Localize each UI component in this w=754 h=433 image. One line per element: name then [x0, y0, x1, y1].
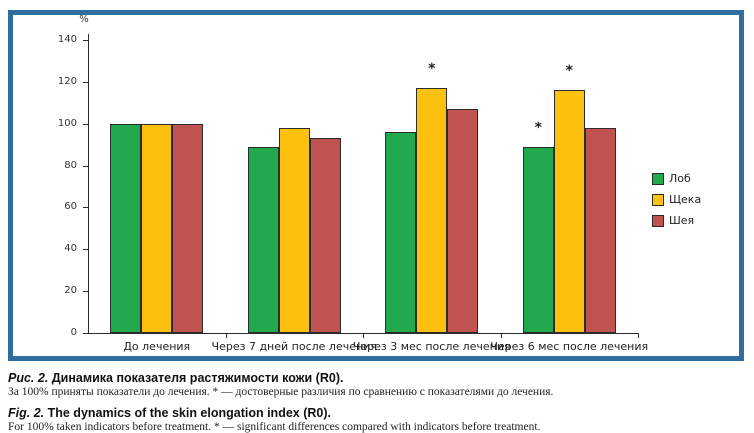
- legend-item-2: Шея: [652, 214, 701, 227]
- bar-s2-c2: [447, 109, 479, 333]
- bar-s1-c3: [553, 90, 585, 333]
- y-axis-unit-label: %: [79, 14, 89, 25]
- y-axis-tick: [83, 207, 88, 209]
- caption-ru-note: За 100% приняты показатели до лечения. *…: [8, 386, 554, 398]
- bar-s1-c2: [416, 88, 448, 333]
- y-axis-tick: [83, 123, 88, 125]
- legend-swatch-icon: [652, 193, 664, 206]
- caption-ru-title: Динамика показателя растяжимости кожи (R…: [51, 371, 344, 385]
- legend-swatch-icon: [652, 214, 664, 227]
- x-axis-tick: [638, 333, 639, 338]
- x-axis-label: Через 3 мес после лечения: [352, 340, 511, 353]
- y-axis-tick-label: 0: [70, 327, 77, 338]
- x-axis-tick: [363, 333, 364, 338]
- y-axis-tick: [83, 81, 88, 83]
- y-axis-tick-label: 120: [57, 75, 77, 87]
- chart-legend: Лоб Щека Шея: [652, 172, 701, 235]
- bar-s2-c0: [172, 123, 204, 333]
- y-axis-tick-label: 100: [57, 117, 77, 129]
- x-axis-label: Через 7 дней после лечения: [211, 340, 377, 353]
- caption-block: Рис. 2. Динамика показателя растяжимости…: [8, 371, 748, 433]
- caption-en-note: For 100% taken indicators before treatme…: [8, 421, 541, 433]
- legend-label: Щека: [669, 193, 702, 206]
- y-axis-tick: [83, 165, 88, 167]
- y-axis-tick-label: 20: [64, 285, 77, 297]
- y-axis-tick: [83, 249, 88, 251]
- x-axis-tick: [226, 333, 227, 338]
- bar-s0-c1: [247, 146, 279, 333]
- caption-ru-figure-label: Рис. 2.: [8, 371, 49, 385]
- y-axis-tick: [83, 40, 88, 41]
- caption-en-figure-label: Fig. 2.: [8, 406, 45, 420]
- y-axis-tick-label: 80: [64, 159, 77, 171]
- y-axis-tick-label: 60: [64, 201, 77, 213]
- bar-s2-c1: [309, 138, 341, 333]
- x-axis-label: До лечения: [123, 340, 191, 353]
- x-axis-tick: [501, 333, 502, 338]
- y-axis-tick-label: 40: [64, 243, 77, 255]
- legend-swatch-icon: [652, 172, 664, 185]
- caption-ru-heading: Рис. 2. Динамика показателя растяжимости…: [8, 371, 748, 386]
- legend-item-0: Лоб: [652, 172, 701, 185]
- bar-s0-c2: [385, 132, 417, 333]
- caption-en-heading: Fig. 2. The dynamics of the skin elongat…: [8, 406, 748, 421]
- x-axis-label: Через 6 мес после лечения: [490, 340, 649, 353]
- bar-s1-c0: [141, 123, 173, 333]
- y-axis-tick: [83, 291, 88, 293]
- significance-asterisk: *: [534, 119, 542, 136]
- plot-area: 0 20 40 60 80 100 120 140 До лечения Через 7 дней…: [57, 34, 649, 353]
- y-axis-tick: [83, 333, 88, 334]
- bar-s1-c1: [278, 127, 310, 333]
- y-axis-line: [88, 34, 89, 334]
- bar-s0-c0: [110, 123, 142, 333]
- legend-item-1: Щека: [652, 193, 701, 206]
- legend-label: Шея: [669, 214, 695, 227]
- y-axis-tick-label: 140: [57, 34, 77, 45]
- bar-s2-c3: [584, 127, 616, 333]
- bar-s0-c3: [522, 146, 554, 333]
- significance-asterisk: *: [428, 61, 436, 78]
- significance-asterisk: *: [565, 63, 573, 80]
- caption-en-title: The dynamics of the skin elongation inde…: [47, 406, 331, 420]
- legend-label: Лоб: [669, 172, 691, 185]
